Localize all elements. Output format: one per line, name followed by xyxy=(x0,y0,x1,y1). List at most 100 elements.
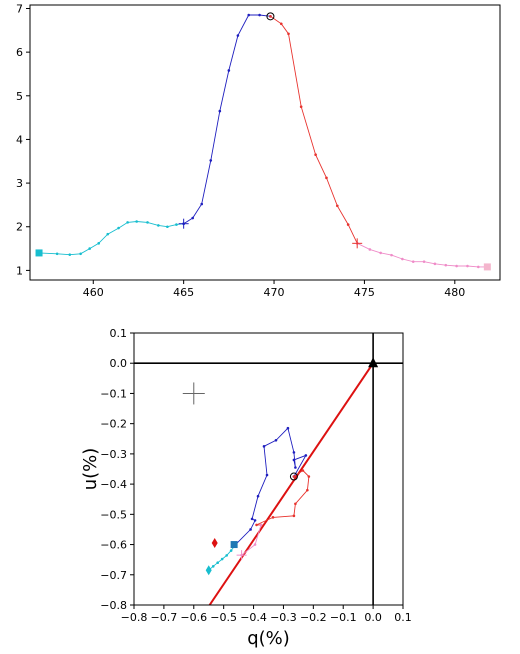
data-point xyxy=(229,549,233,552)
y-tick-label: −0.4 xyxy=(100,478,127,491)
data-point xyxy=(55,252,59,256)
marker-plus-4 xyxy=(236,550,247,561)
marker-square-3 xyxy=(230,541,238,549)
y-tick-label: −0.5 xyxy=(100,508,127,521)
x-tick-label: 0.0 xyxy=(364,611,382,624)
marker-plus-3 xyxy=(352,238,363,249)
data-point xyxy=(401,257,404,261)
data-point xyxy=(253,519,257,522)
marker-diamond-1 xyxy=(211,538,218,549)
data-point xyxy=(236,34,240,37)
data-point xyxy=(262,445,266,448)
data-point xyxy=(255,523,258,527)
data-point xyxy=(68,253,72,256)
data-point xyxy=(146,221,149,224)
data-point xyxy=(200,202,204,206)
data-point xyxy=(88,247,91,250)
marker-square-4 xyxy=(483,263,491,271)
x-tick-label: −0.5 xyxy=(210,611,237,624)
data-point xyxy=(209,159,213,162)
data-point xyxy=(294,502,297,506)
y-tick-label: −0.7 xyxy=(100,569,127,582)
plot-frame xyxy=(29,4,501,281)
data-point xyxy=(216,561,219,564)
data-point xyxy=(444,263,448,267)
x-tick-label: 475 xyxy=(354,286,375,299)
data-point xyxy=(299,105,303,109)
y-tick-label: 3 xyxy=(16,177,23,190)
x-tick-label: 465 xyxy=(173,286,194,299)
x-tick-label: 460 xyxy=(83,286,104,299)
data-point xyxy=(249,528,252,531)
data-point xyxy=(411,260,415,263)
data-point xyxy=(477,265,480,269)
data-point xyxy=(294,466,297,469)
x-axis-title: q(%) xyxy=(247,628,290,649)
data-point xyxy=(379,251,382,255)
plot-area xyxy=(134,333,403,605)
marker-plus-1 xyxy=(178,218,189,229)
data-point xyxy=(227,69,231,72)
x-tick-label: −0.1 xyxy=(330,611,357,624)
data-point xyxy=(274,438,278,442)
y-tick-label: −0.2 xyxy=(100,418,127,431)
data-point xyxy=(292,451,296,454)
data-point xyxy=(191,216,194,220)
data-point xyxy=(79,252,82,256)
marker-circle-open-2 xyxy=(266,12,275,21)
data-point xyxy=(258,13,261,17)
data-point xyxy=(106,232,110,236)
marker-circle-open-5 xyxy=(289,472,298,481)
data-point xyxy=(269,15,272,18)
data-point xyxy=(117,226,120,230)
series-line-3 xyxy=(357,242,488,268)
data-point xyxy=(220,557,224,561)
data-point xyxy=(307,475,311,478)
y-tick-label: 0.1 xyxy=(110,327,128,340)
series-line-1 xyxy=(235,427,307,545)
data-point xyxy=(157,224,160,227)
data-point xyxy=(253,543,257,546)
x-tick-label: 480 xyxy=(444,286,465,299)
data-point xyxy=(336,204,339,208)
series-line-1 xyxy=(183,14,271,225)
spectrum-chart: 460 465 470 475 480 1 2 3 4 5 6 7 xyxy=(16,2,501,299)
data-point xyxy=(390,253,393,257)
data-point xyxy=(135,220,138,223)
data-point xyxy=(286,426,290,430)
data-point xyxy=(325,176,328,180)
data-point xyxy=(250,517,254,521)
data-point xyxy=(368,248,372,251)
data-point xyxy=(166,225,169,229)
x-tick-label: −0.2 xyxy=(300,611,327,624)
x-tick-label: −0.6 xyxy=(180,611,207,624)
data-point xyxy=(126,221,129,224)
data-point xyxy=(433,262,437,266)
y-tick-label: 0.0 xyxy=(110,357,128,370)
data-point xyxy=(279,22,283,26)
marker-triangle-6 xyxy=(368,357,379,368)
data-point xyxy=(97,242,100,245)
x-tick-label: −0.4 xyxy=(240,611,267,624)
marker-cross-large-0 xyxy=(182,382,205,405)
y-tick-label: 4 xyxy=(16,133,23,146)
data-point xyxy=(247,13,251,17)
data-point xyxy=(265,473,269,477)
y-axis-title: u(%) xyxy=(80,448,101,491)
y-tick-label: 1 xyxy=(16,264,23,277)
x-tick-label: −0.7 xyxy=(151,611,178,624)
data-point xyxy=(292,458,296,462)
y-tick-label: 2 xyxy=(16,221,23,234)
plot-area xyxy=(35,12,491,271)
marker-diamond-2 xyxy=(205,565,212,576)
x-tick-label: 470 xyxy=(264,286,285,299)
plot-frame xyxy=(133,332,404,606)
y-tick-label: −0.6 xyxy=(100,539,127,552)
x-tick-label: −0.3 xyxy=(270,611,297,624)
marker-square-0 xyxy=(35,249,43,257)
data-point xyxy=(292,514,296,518)
data-point xyxy=(306,488,309,492)
data-point xyxy=(346,223,350,226)
data-point xyxy=(175,223,178,226)
